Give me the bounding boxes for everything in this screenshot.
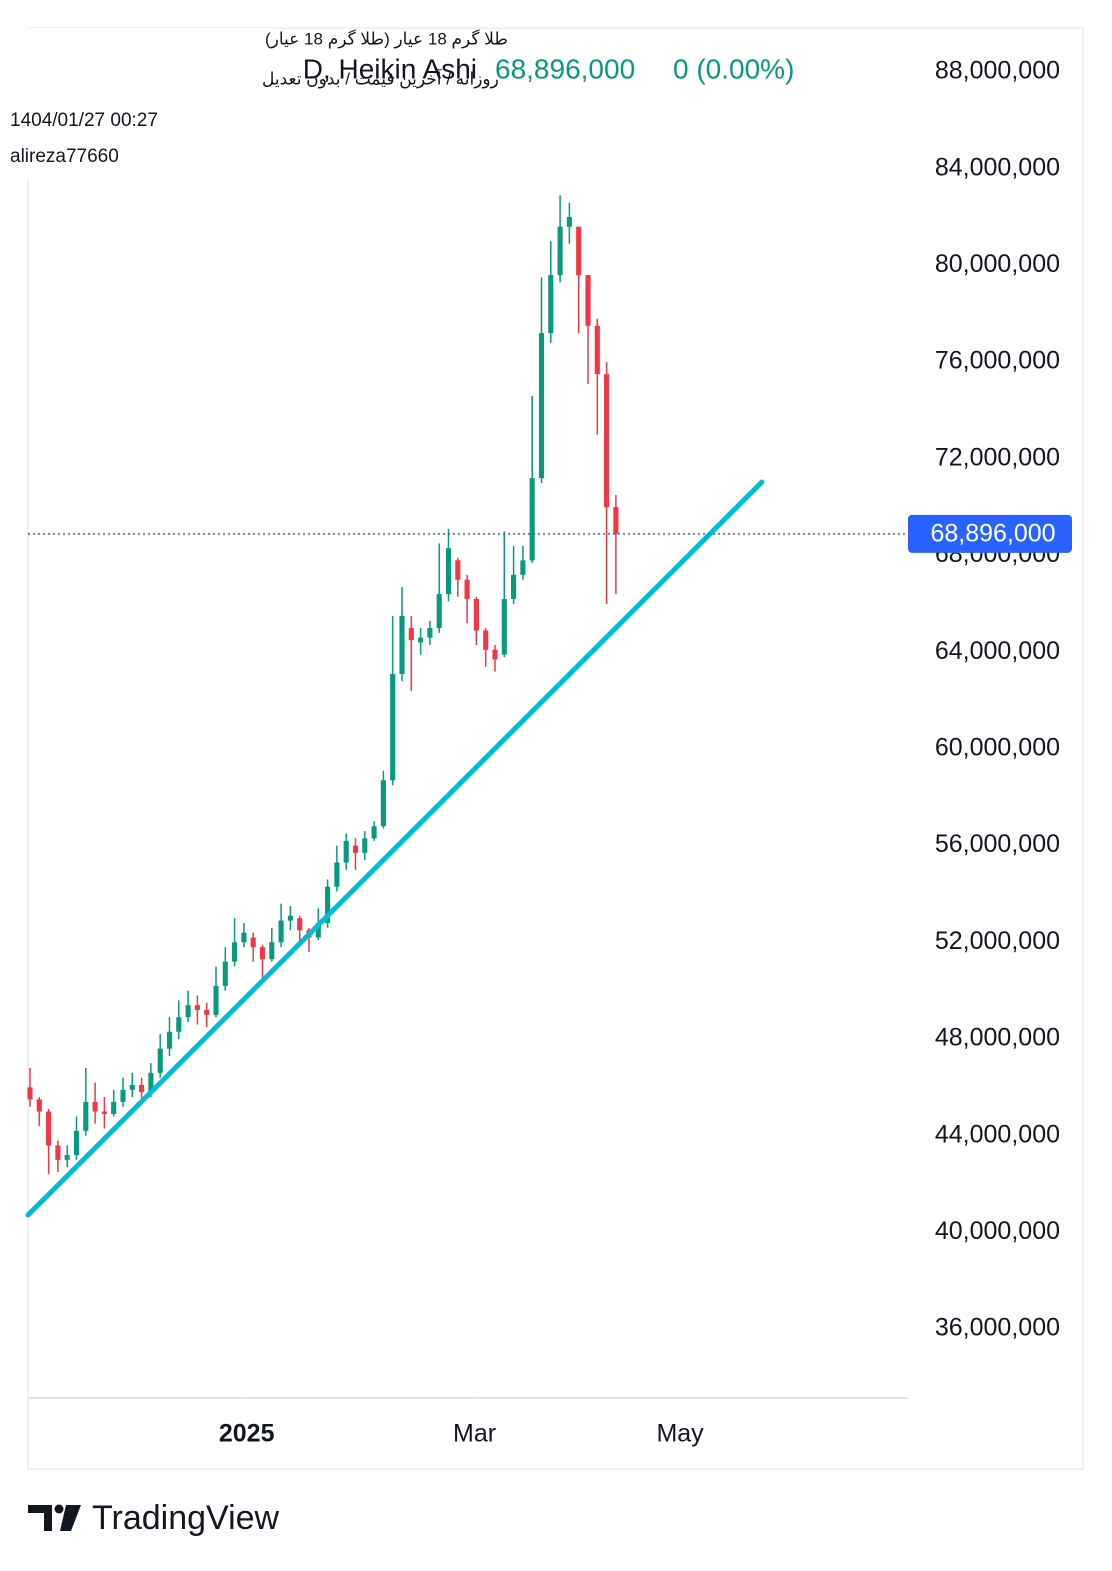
candle-body — [315, 922, 321, 938]
candle-body — [501, 599, 507, 655]
candle-body — [101, 1111, 107, 1114]
candle-body — [55, 1145, 61, 1160]
candle-body — [483, 630, 489, 650]
candle-body — [548, 275, 554, 334]
candle-body — [418, 637, 424, 643]
candle-body — [111, 1101, 117, 1114]
candle-body — [566, 217, 572, 227]
y-tick-label: 72,000,000 — [935, 443, 1060, 471]
candle-body — [194, 1005, 200, 1010]
candle-body — [139, 1084, 145, 1093]
plot — [25, 71, 912, 1401]
candle-body — [250, 937, 256, 948]
candle-body — [371, 826, 377, 839]
candle-body — [520, 560, 526, 575]
candle-body — [334, 862, 340, 887]
candle-body — [538, 333, 545, 479]
candle-body — [380, 780, 386, 827]
candle-body — [232, 942, 238, 962]
price-label-box — [908, 514, 1072, 553]
candle-body — [278, 920, 284, 943]
y-tick-label: 80,000,000 — [935, 250, 1060, 278]
candle-body — [83, 1101, 89, 1131]
brand-logo — [28, 1504, 81, 1531]
x-tick-label: Mar — [453, 1420, 496, 1448]
candle-body — [427, 628, 433, 638]
candle-body — [594, 325, 600, 375]
candle-body — [585, 275, 591, 326]
author: alireza77660 — [10, 146, 119, 167]
candle-body — [613, 507, 619, 534]
candle-body — [464, 579, 470, 600]
candle-body — [92, 1101, 98, 1112]
candle-body — [325, 886, 331, 923]
candle-body — [473, 599, 479, 631]
candle-body — [511, 574, 517, 600]
brand-name: TradingView — [92, 1499, 280, 1537]
candle-body — [390, 673, 396, 781]
candle-body — [176, 1017, 182, 1032]
candle-body — [148, 1072, 154, 1093]
y-tick-label: 88,000,000 — [935, 57, 1060, 85]
candle-body — [166, 1031, 173, 1049]
timestamp: 1404/01/27 00:27 — [10, 110, 158, 131]
x-tick-label: 2025 — [219, 1420, 275, 1448]
y-tick-label: 40,000,000 — [935, 1217, 1060, 1245]
symbol-line: طلا گرم 18 عیار (طلا گرم 18 عیار) — [265, 28, 508, 48]
price-label: 68,896,000 — [930, 519, 1055, 547]
y-tick-label: 44,000,000 — [935, 1120, 1060, 1148]
candle-body — [64, 1155, 70, 1160]
candle-body — [399, 615, 405, 674]
last-price: 68,896,000 — [495, 53, 635, 84]
candle-body — [204, 1009, 210, 1015]
candle-body — [352, 845, 359, 853]
candle-body — [362, 838, 368, 853]
candle-body — [287, 915, 293, 921]
candle-body — [129, 1084, 135, 1090]
candle-body — [157, 1048, 163, 1073]
candle-body — [408, 628, 414, 641]
candle-body — [557, 226, 563, 276]
candle-body — [120, 1089, 126, 1102]
y-tick-label: 36,000,000 — [935, 1314, 1060, 1342]
candle-body — [259, 947, 266, 960]
price-change: 0 (0.00%) — [673, 53, 794, 84]
candle-body — [222, 961, 228, 986]
candle-body — [492, 649, 498, 660]
candle-body — [436, 594, 442, 629]
y-tick-label: 64,000,000 — [935, 637, 1060, 665]
x-tick-label: May — [656, 1420, 704, 1448]
candle-body — [36, 1099, 42, 1112]
candle-body — [241, 932, 247, 943]
candle-body — [343, 840, 349, 863]
y-tick-label: 48,000,000 — [935, 1024, 1060, 1052]
y-tick-label: 60,000,000 — [935, 734, 1060, 762]
candle-body — [445, 548, 452, 595]
y-tick-label: 84,000,000 — [935, 153, 1060, 181]
candle-body — [269, 942, 275, 960]
candle-body — [185, 1005, 191, 1018]
candle-body — [576, 226, 582, 276]
trendline — [25, 479, 765, 1218]
y-tick-label: 52,000,000 — [935, 927, 1060, 955]
candle-body — [529, 478, 535, 561]
candle-body — [27, 1087, 33, 1100]
y-tick-label: 56,000,000 — [935, 830, 1060, 858]
chart-frame — [27, 27, 1084, 1470]
chart-title: D, Heikin Ashi — [303, 53, 477, 84]
candle-body — [455, 560, 461, 580]
candle-body — [213, 985, 219, 1015]
candle-body — [297, 918, 303, 931]
info-overlay — [0, 28, 275, 178]
y-tick-label: 76,000,000 — [935, 347, 1060, 375]
candle-body — [46, 1111, 52, 1146]
candle-body — [73, 1130, 80, 1156]
candle-body — [604, 374, 610, 508]
settings-line: روزانه / آخرین قیمت / بدون تعدیل — [262, 67, 499, 88]
